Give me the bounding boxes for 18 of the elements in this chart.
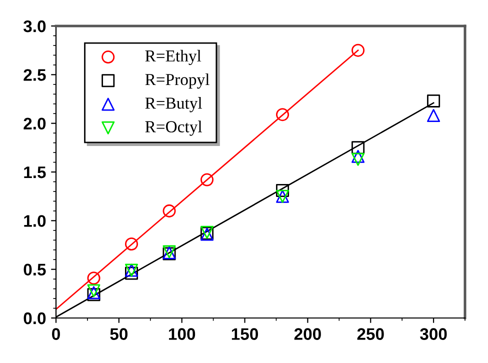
x-tick-label: 200 bbox=[294, 328, 321, 340]
legend-label: R=Butyl bbox=[145, 97, 202, 112]
y-tick-label: 0.5 bbox=[24, 264, 46, 276]
y-tick-label: 1.0 bbox=[24, 215, 46, 227]
x-tick-label: 150 bbox=[232, 328, 258, 340]
y-tick-label: 2.0 bbox=[24, 118, 46, 130]
legend-label: R=Ethyl bbox=[145, 50, 202, 66]
y-tick-label: 3.0 bbox=[23, 20, 46, 32]
x-tick-label: 0 bbox=[52, 328, 60, 340]
y-tick-label: 0.0 bbox=[24, 312, 46, 324]
x-tick-label: 50 bbox=[110, 328, 128, 340]
y-tick-label: 1.5 bbox=[24, 166, 46, 178]
x-tick-label: 100 bbox=[168, 328, 196, 340]
legend-label: R=Propyl bbox=[145, 73, 210, 89]
y-tick-label: 2.5 bbox=[24, 69, 46, 81]
x-tick-label: 300 bbox=[420, 328, 447, 340]
x-tick-label: 250 bbox=[357, 328, 384, 340]
legend-label: R=Octyl bbox=[145, 120, 202, 136]
